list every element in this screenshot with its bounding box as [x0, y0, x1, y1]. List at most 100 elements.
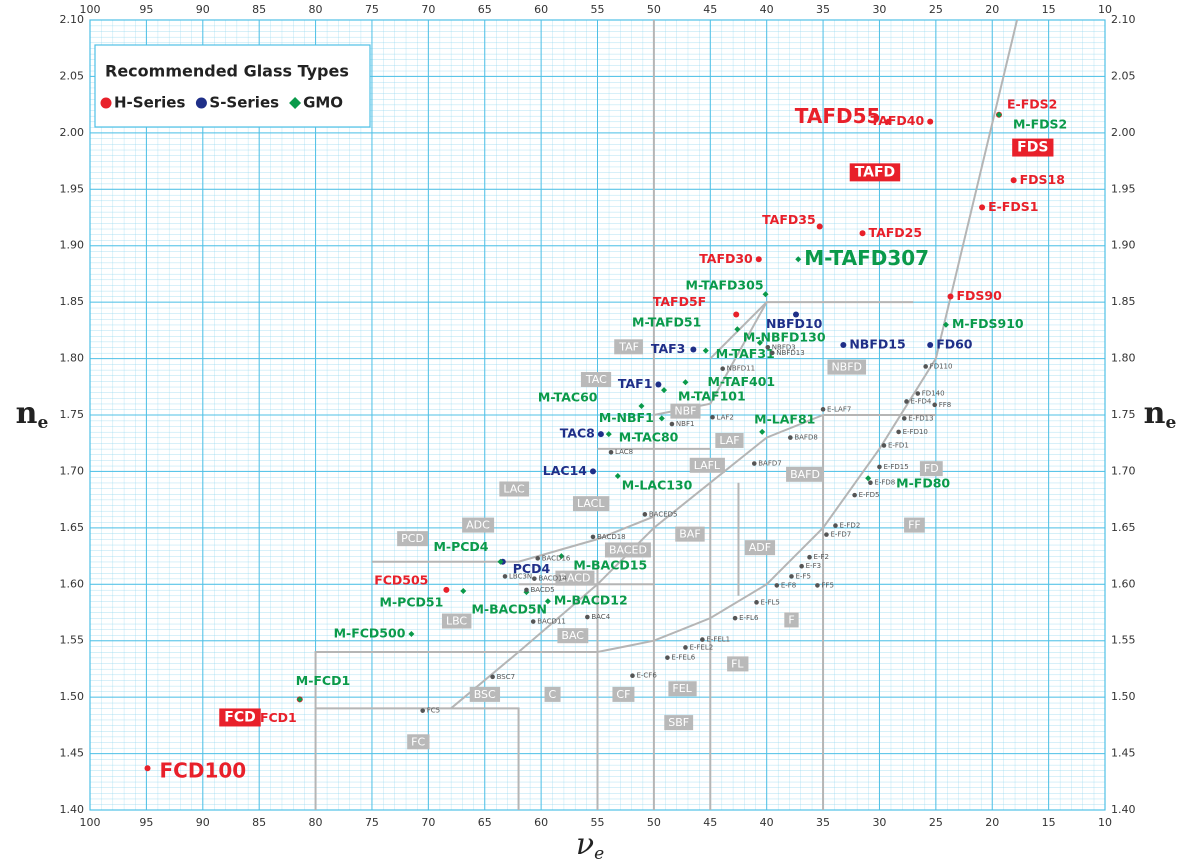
x-tick-label: 50 — [647, 3, 661, 16]
y-tick-label: 1.85 — [1111, 295, 1136, 308]
point-label: M-TAC80 — [619, 430, 679, 445]
point-label: TAFD30 — [699, 251, 753, 266]
region-box — [744, 540, 776, 556]
region-label: FCD — [224, 709, 255, 725]
data-point — [833, 523, 838, 528]
region-box — [668, 681, 697, 697]
point-label: BSC7 — [497, 673, 515, 681]
y-tick-label: 1.50 — [1111, 690, 1136, 703]
legend-label: GMO — [303, 94, 343, 112]
data-point — [859, 230, 866, 237]
y-tick-label: 1.60 — [60, 577, 85, 590]
axis-label: ne — [1144, 396, 1177, 433]
data-point — [614, 472, 621, 479]
point-label: TAF3 — [651, 341, 685, 356]
data-point — [942, 321, 949, 328]
point-label: E-FD7 — [830, 531, 851, 539]
point-label: E-FEL1 — [706, 636, 730, 644]
data-point — [597, 431, 604, 438]
region-label: FD — [924, 462, 939, 475]
region-label: BSC — [474, 688, 496, 701]
y-tick-label: 1.45 — [1111, 747, 1136, 760]
point-label: FF5 — [821, 581, 834, 589]
data-point — [885, 118, 892, 125]
point-label: M-BACD15 — [573, 558, 647, 573]
x-tick-label: 95 — [139, 816, 153, 829]
region-label: BACD — [559, 572, 590, 585]
data-point — [915, 391, 921, 396]
point-label: M-NBFD130 — [743, 329, 826, 344]
point-label: M-TAF31 — [716, 346, 775, 361]
point-label: BAFD8 — [794, 434, 817, 442]
data-point — [733, 311, 740, 318]
x-tick-label: 90 — [196, 3, 210, 16]
point-label: FCD505 — [374, 572, 428, 587]
region-label: LAF — [719, 434, 739, 447]
y-tick-label: 1.90 — [1111, 239, 1136, 252]
y-tick-label: 1.40 — [60, 803, 85, 816]
point-label: LBC3N — [509, 572, 532, 580]
point-label: TAFD35 — [762, 212, 816, 227]
y-tick-label: 1.55 — [1111, 634, 1136, 647]
x-tick-label: 45 — [703, 3, 717, 16]
data-point — [770, 350, 775, 356]
x-tick-label: 35 — [816, 816, 830, 829]
x-tick-label: 35 — [816, 3, 830, 16]
region-boundary — [450, 414, 936, 710]
data-point — [947, 293, 954, 300]
region-label: CF — [616, 688, 630, 701]
point-label: M-TAF101 — [678, 389, 746, 404]
region-box — [784, 612, 799, 628]
region-label: LAC — [503, 482, 525, 495]
x-tick-label: 55 — [591, 816, 605, 829]
point-label: E-FD1 — [888, 441, 909, 449]
data-point — [881, 443, 887, 448]
point-label: M-TAC60 — [538, 389, 598, 404]
region-box — [1012, 138, 1054, 157]
x-tick-label: 90 — [196, 816, 210, 829]
point-label: FDS90 — [956, 288, 1002, 303]
region-box — [919, 461, 943, 477]
y-tick-label: 1.75 — [1111, 408, 1136, 421]
region-label: ADF — [749, 541, 771, 554]
x-tick-label: 100 — [80, 816, 101, 829]
y-tick-label: 2.00 — [1111, 126, 1136, 139]
x-tick-label: 65 — [478, 3, 492, 16]
data-point — [532, 576, 537, 581]
x-tick-label: 60 — [534, 3, 548, 16]
data-point — [807, 554, 812, 560]
data-point — [642, 512, 648, 517]
point-label: TAC8 — [560, 426, 595, 441]
axis-label-main: n — [16, 396, 38, 431]
data-point — [901, 416, 907, 421]
data-point — [665, 655, 670, 660]
data-point — [877, 464, 882, 470]
point-label: E-FD15 — [883, 463, 908, 471]
data-point — [896, 429, 901, 435]
region-label: TAC — [585, 373, 607, 386]
x-tick-label: 80 — [309, 816, 323, 829]
data-point — [759, 428, 766, 435]
data-point — [683, 645, 688, 650]
region-box — [544, 686, 561, 702]
region-box — [557, 628, 589, 644]
data-point — [824, 532, 829, 537]
data-point — [605, 431, 612, 438]
point-label: FCD100 — [160, 759, 247, 783]
data-point — [815, 583, 820, 588]
region-label: BACED — [609, 543, 647, 556]
point-label: M-PCD51 — [380, 595, 444, 610]
point-label: TAFD40 — [871, 113, 925, 128]
point-label: BAC4 — [591, 613, 610, 621]
x-tick-label: 25 — [929, 816, 943, 829]
data-point — [868, 480, 873, 486]
point-label: M-LAF81 — [754, 411, 815, 426]
point-label: E-CF6 — [636, 672, 657, 680]
y-tick-label: 1.45 — [60, 747, 85, 760]
region-box — [786, 466, 824, 482]
data-point — [420, 708, 425, 713]
region-box — [572, 496, 610, 512]
region-label: ADC — [466, 519, 490, 532]
x-tick-label: 20 — [985, 816, 999, 829]
